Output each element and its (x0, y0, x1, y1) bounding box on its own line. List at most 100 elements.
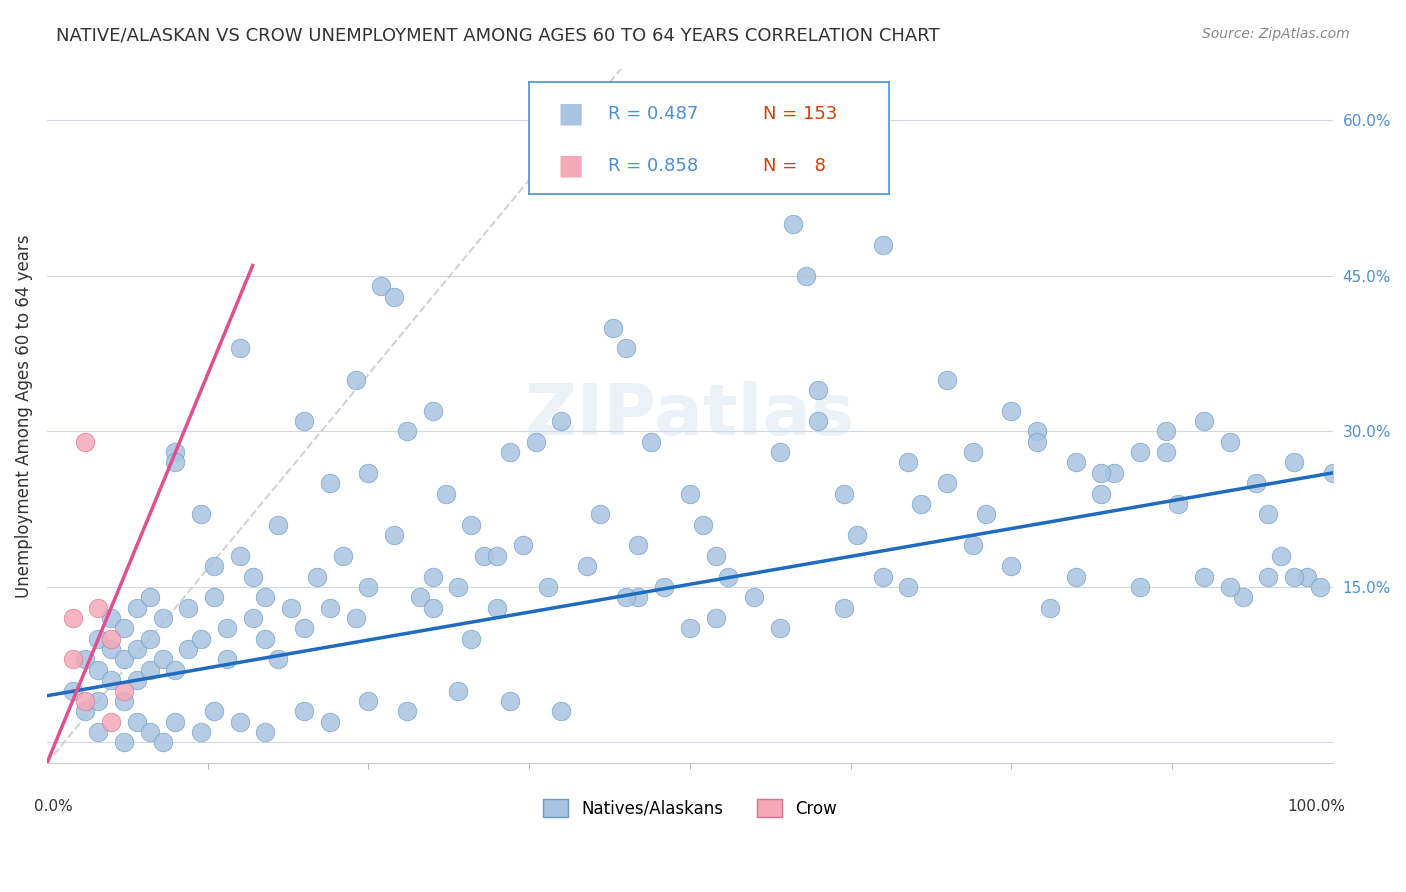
Point (87, 663, 110, 677)
Point (1219, 580, 1241, 594)
Point (717, 569, 740, 583)
Point (254, 632, 277, 646)
Point (125, 673, 148, 688)
Point (395, 425, 418, 439)
Point (1270, 549, 1292, 563)
Point (344, 372, 367, 386)
Point (87, 694, 110, 708)
Point (692, 517, 714, 532)
Point (1090, 466, 1112, 480)
Point (139, 591, 162, 605)
Point (382, 528, 405, 542)
Point (422, 403, 444, 417)
Point (550, 414, 572, 428)
Point (62, 611, 84, 625)
Point (742, 93, 765, 107)
Point (100, 642, 122, 657)
Point (87, 725, 110, 739)
Point (422, 600, 444, 615)
Point (139, 663, 162, 677)
Point (769, 445, 792, 459)
Point (395, 704, 418, 718)
Point (75, 434, 97, 449)
Point (229, 714, 252, 729)
Point (87, 632, 110, 646)
Point (422, 569, 444, 583)
Point (640, 434, 662, 449)
Point (344, 611, 367, 625)
Point (602, 320, 624, 334)
Point (112, 621, 135, 635)
Point (292, 414, 315, 428)
Text: Source: ZipAtlas.com: Source: ZipAtlas.com (1202, 27, 1350, 41)
Point (807, 414, 830, 428)
Point (125, 714, 148, 729)
Point (679, 621, 702, 635)
Point (589, 508, 612, 522)
Point (370, 279, 392, 293)
Point (1192, 569, 1215, 583)
Point (704, 611, 727, 625)
Point (974, 508, 997, 522)
Point (165, 445, 187, 459)
Point (769, 621, 792, 635)
Point (280, 600, 302, 615)
Point (332, 549, 354, 563)
Point (177, 642, 200, 657)
Point (87, 600, 110, 615)
Y-axis label: Unemployment Among Ages 60 to 64 years: Unemployment Among Ages 60 to 64 years (15, 234, 32, 598)
Point (152, 652, 174, 666)
Point (962, 538, 984, 552)
Point (100, 673, 122, 688)
Point (499, 694, 522, 708)
Point (550, 704, 572, 718)
Point (1322, 466, 1344, 480)
Point (1192, 414, 1215, 428)
Point (139, 725, 162, 739)
Point (267, 652, 290, 666)
Point (910, 497, 932, 511)
Point (897, 455, 920, 469)
Point (1257, 508, 1279, 522)
Point (202, 591, 225, 605)
Point (1232, 591, 1254, 605)
Point (1000, 559, 1022, 574)
Point (292, 621, 315, 635)
Text: 0.0%: 0.0% (34, 799, 73, 814)
Point (165, 455, 187, 469)
Point (357, 466, 380, 480)
Point (382, 290, 405, 304)
Point (782, 217, 804, 231)
Point (614, 342, 637, 356)
Point (75, 694, 97, 708)
Point (460, 517, 482, 532)
Point (434, 486, 457, 500)
Point (794, 268, 817, 283)
Point (112, 694, 135, 708)
Point (872, 569, 894, 583)
Point (447, 683, 470, 698)
Point (202, 704, 225, 718)
Point (846, 528, 869, 542)
Point (485, 600, 508, 615)
Point (112, 683, 135, 698)
Legend: Natives/Alaskans, Crow: Natives/Alaskans, Crow (536, 793, 844, 824)
Point (125, 642, 148, 657)
Point (1039, 600, 1062, 615)
Point (1154, 425, 1177, 439)
Point (1219, 434, 1241, 449)
Point (1064, 455, 1087, 469)
Point (652, 580, 675, 594)
Point (512, 538, 534, 552)
Point (152, 735, 174, 749)
Point (215, 621, 238, 635)
Point (627, 538, 650, 552)
Point (1000, 403, 1022, 417)
Point (112, 652, 135, 666)
Point (75, 652, 97, 666)
Point (139, 632, 162, 646)
Point (524, 434, 547, 449)
Point (190, 508, 212, 522)
Point (125, 600, 148, 615)
Point (100, 611, 122, 625)
